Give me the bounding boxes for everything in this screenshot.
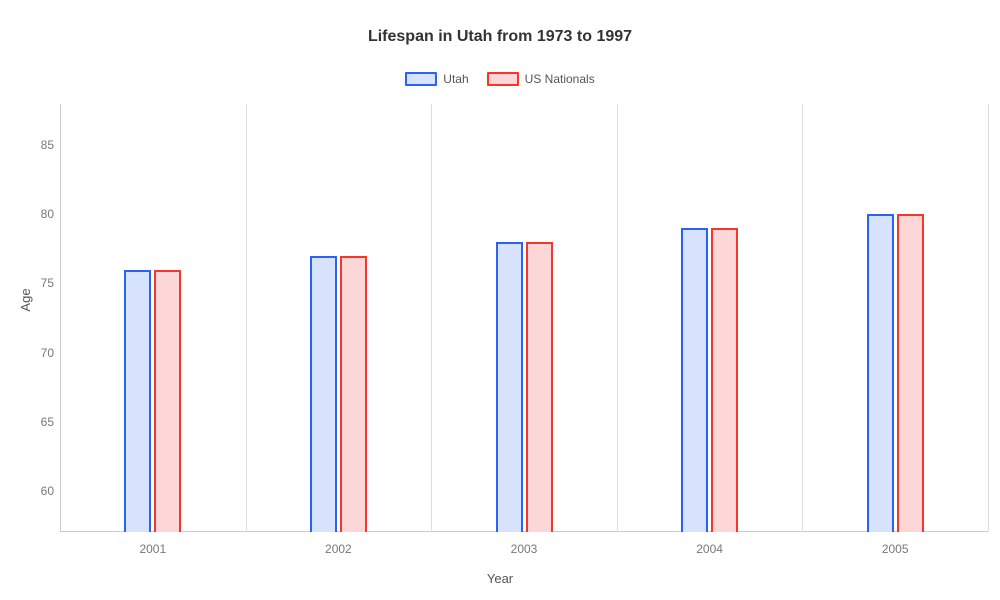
vertical-gridline [431, 104, 432, 532]
bar [310, 256, 337, 532]
bar [496, 242, 523, 532]
x-axis-label: Year [0, 571, 1000, 586]
y-tick-label: 60 [14, 484, 54, 498]
bar [711, 228, 738, 532]
bar [340, 256, 367, 532]
x-tick-label: 2003 [511, 542, 538, 556]
y-tick-label: 65 [14, 415, 54, 429]
legend-item: Utah [405, 72, 468, 86]
vertical-gridline [802, 104, 803, 532]
legend: Utah US Nationals [0, 72, 1000, 86]
legend-item: US Nationals [487, 72, 595, 86]
vertical-gridline [617, 104, 618, 532]
bar [897, 214, 924, 532]
bar [867, 214, 894, 532]
vertical-gridline [246, 104, 247, 532]
bar [681, 228, 708, 532]
chart-title: Lifespan in Utah from 1973 to 1997 [0, 28, 1000, 46]
bar [526, 242, 553, 532]
x-tick-label: 2001 [139, 542, 166, 556]
lifespan-chart: Lifespan in Utah from 1973 to 1997 UtahU… [0, 0, 1000, 600]
legend-label: Utah [443, 72, 468, 86]
x-tick-label: 2005 [882, 542, 909, 556]
bar [124, 270, 151, 532]
plot-area [60, 104, 988, 532]
y-tick-label: 70 [14, 346, 54, 360]
bar [154, 270, 181, 532]
legend-label: US Nationals [525, 72, 595, 86]
x-tick-label: 2004 [696, 542, 723, 556]
y-tick-label: 85 [14, 138, 54, 152]
vertical-gridline [988, 104, 989, 532]
y-tick-label: 75 [14, 276, 54, 290]
legend-swatch [487, 72, 519, 86]
legend-swatch [405, 72, 437, 86]
y-tick-label: 80 [14, 207, 54, 221]
x-tick-label: 2002 [325, 542, 352, 556]
y-axis-label: Age [18, 288, 33, 311]
